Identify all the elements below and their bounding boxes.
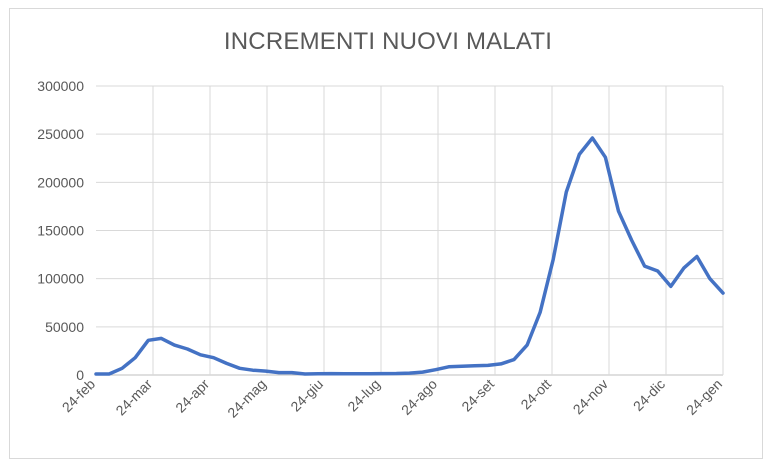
x-tick-label: 24-set xyxy=(458,376,497,415)
x-tick-label: 24-nov xyxy=(570,376,612,418)
x-tick-label: 24-lug xyxy=(344,376,383,415)
x-tick-label: 24-mar xyxy=(112,376,155,419)
x-tick-label: 24-apr xyxy=(172,376,212,416)
y-tick-label: 200000 xyxy=(37,174,84,190)
x-tick-label: 24-ott xyxy=(517,376,554,413)
chart-title: INCREMENTI NUOVI MALATI xyxy=(223,28,553,55)
y-tick-label: 250000 xyxy=(37,126,84,142)
x-tick-label: 24-dic xyxy=(630,376,668,414)
x-tick-label: 24-mag xyxy=(224,376,269,421)
x-tick-label: 24-gen xyxy=(683,376,725,418)
y-tick-label: 300000 xyxy=(37,78,84,94)
y-tick-label: 0 xyxy=(76,367,84,383)
x-tick-label: 24-ago xyxy=(398,376,440,418)
chart-frame xyxy=(9,8,763,459)
x-tick-label: 24-giu xyxy=(287,376,326,415)
y-tick-label: 150000 xyxy=(37,223,84,239)
y-tick-label: 50000 xyxy=(45,319,84,335)
series-line xyxy=(94,136,725,376)
y-tick-label: 100000 xyxy=(37,271,84,287)
